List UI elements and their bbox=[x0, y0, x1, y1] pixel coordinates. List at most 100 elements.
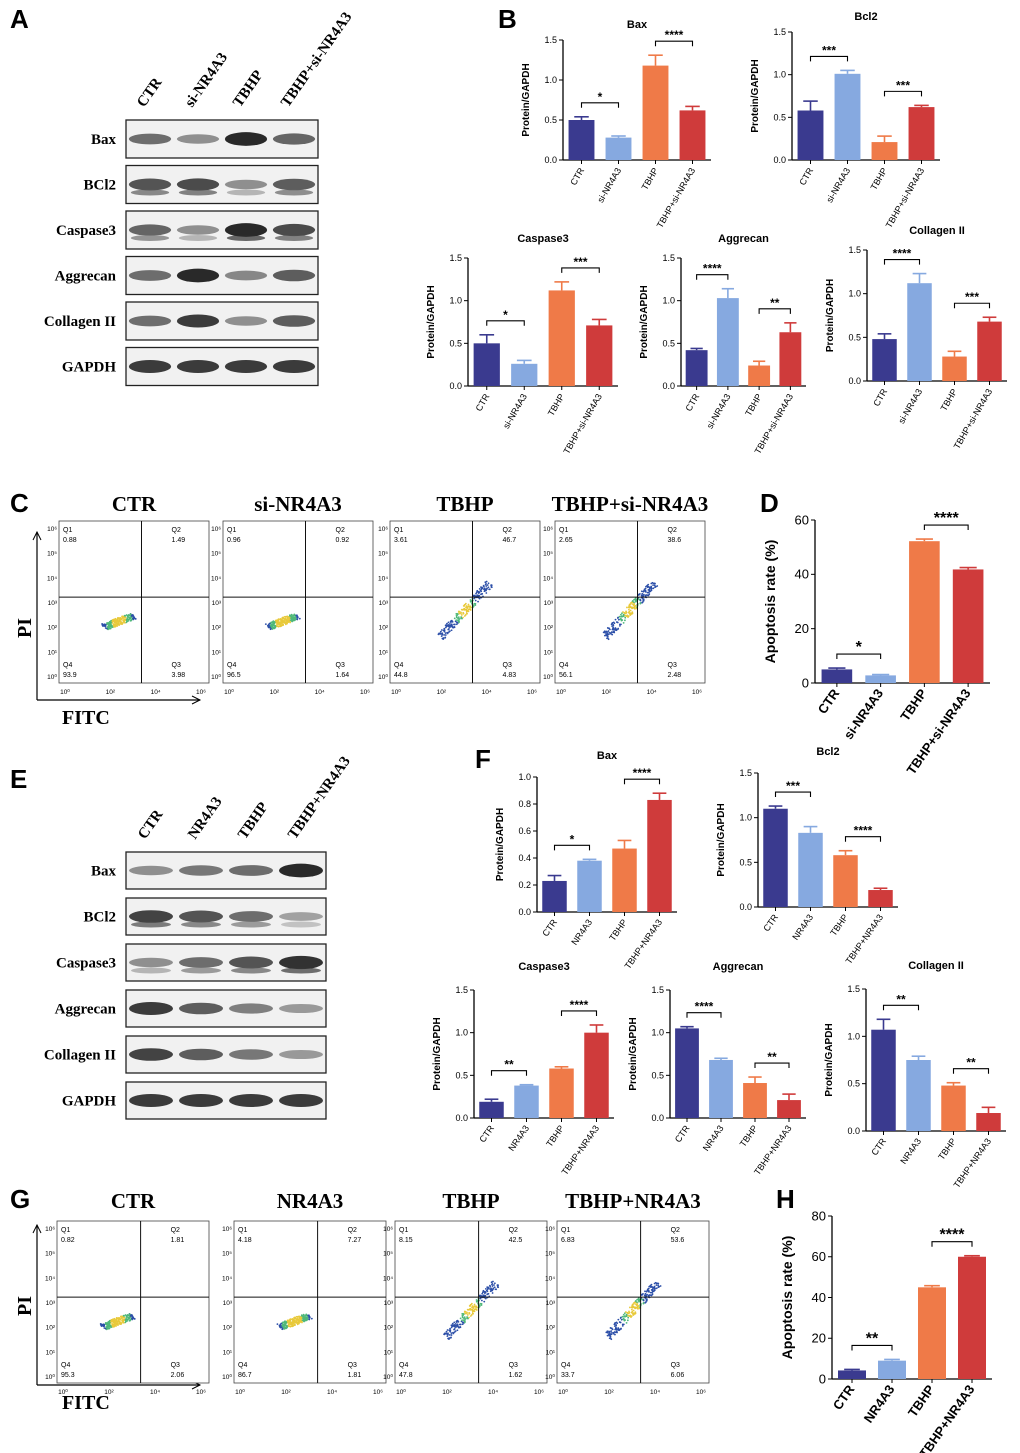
flow-c-q1-value: 2.65 bbox=[559, 537, 573, 544]
chart-f-bcl2-bar-2 bbox=[833, 855, 858, 907]
flow-c-event-dot bbox=[456, 613, 459, 616]
flow-g-y-tick: 10⁶ bbox=[45, 1226, 55, 1233]
flow-c-event-dot bbox=[279, 625, 282, 628]
chart-h-y-tick-label: 20 bbox=[812, 1331, 826, 1346]
flow-g-y-tick: 10¹ bbox=[223, 1349, 233, 1356]
flow-c-event-dot bbox=[444, 636, 447, 639]
flow-g-y-tick: 10² bbox=[223, 1325, 233, 1332]
flow-g-y-tick: 10³ bbox=[546, 1300, 556, 1307]
flow-c-event-dot bbox=[630, 601, 632, 604]
blot-e-band bbox=[279, 955, 323, 970]
chart-h-sig-stars: **** bbox=[940, 1227, 966, 1244]
flow-c-event-dot bbox=[603, 630, 606, 633]
chart-f-bcl2-x-tick-label: TBHP+NR4A3 bbox=[844, 912, 886, 965]
chart-b-bax-y-tick-label: 1.5 bbox=[544, 35, 557, 45]
flow-c-q4-value: 93.9 bbox=[63, 672, 77, 679]
chart-f-bcl2-bar-0 bbox=[763, 808, 788, 907]
flow-g-q4-label: Q4 bbox=[561, 1362, 570, 1369]
flow-g-event-dot bbox=[624, 1315, 627, 1318]
blot-a-row-label: BCl2 bbox=[83, 178, 116, 194]
flow-g-y-tick: 10⁴ bbox=[545, 1275, 555, 1282]
flow-c-event-dot bbox=[628, 604, 631, 607]
chart-b-aggrecan-x-tick-label: si-NR4A3 bbox=[705, 392, 733, 430]
flow-g-event-dot bbox=[445, 1330, 448, 1333]
flow-g-event-dot bbox=[634, 1312, 637, 1315]
flow-c-event-dot bbox=[478, 588, 481, 590]
flow-c-event-dot bbox=[637, 594, 640, 596]
flow-c-plot-title: si-NR4A3 bbox=[254, 492, 342, 516]
chart-f-collagenii-x-tick-label: TBHP+NR4A3 bbox=[952, 1136, 994, 1189]
chart-d-bar-0 bbox=[821, 669, 853, 683]
blot-a-lane-label: TBHP bbox=[230, 68, 267, 111]
flow-c-y-tick: 10¹ bbox=[48, 649, 58, 656]
chart-d-x-tick-label: TBHP bbox=[897, 686, 930, 724]
flow-c-y-tick: 10² bbox=[48, 625, 58, 632]
flow-c-x-tick: 10⁴ bbox=[315, 689, 325, 696]
flow-c-event-dot bbox=[104, 623, 107, 626]
blot-a-band bbox=[128, 178, 172, 191]
flow-c-event-dot bbox=[281, 622, 284, 625]
flow-g-event-dot bbox=[303, 1318, 306, 1321]
chart-b-caspase3-y-tick-label: 1.5 bbox=[449, 253, 462, 263]
chart-f-bax-y-tick-label: 0.0 bbox=[518, 907, 531, 917]
flow-c-q4-value: 56.1 bbox=[559, 672, 573, 679]
flow-g-y-arrowhead bbox=[32, 1223, 42, 1234]
flow-g-event-dot bbox=[463, 1310, 466, 1313]
flow-c-q3-value: 2.48 bbox=[668, 672, 682, 679]
chart-b-bax-title: Bax bbox=[627, 19, 648, 31]
blot-a-band bbox=[272, 360, 316, 373]
flow-g-event-dot bbox=[107, 1320, 110, 1323]
blot-e-band-lower bbox=[181, 967, 221, 974]
flow-g-event-dot bbox=[487, 1292, 490, 1295]
flow-c-event-dot bbox=[484, 583, 487, 586]
chart-b-bcl2-y-tick-label: 1.0 bbox=[773, 70, 786, 80]
chart-b-bcl2-sig-bracket bbox=[809, 55, 849, 62]
flow-g-event-dot bbox=[618, 1329, 621, 1332]
flow-g-event-dot bbox=[481, 1291, 484, 1294]
flow-c-event-dot bbox=[101, 623, 104, 626]
flow-g-event-dot bbox=[484, 1288, 487, 1290]
blot-e-band bbox=[229, 956, 273, 969]
flow-g-event-dot bbox=[124, 1321, 127, 1324]
flow-c-q4-value: 96.5 bbox=[227, 672, 241, 679]
flow-g-event-dot bbox=[646, 1298, 648, 1301]
chart-b-caspase3-y-tick-label: 0.0 bbox=[449, 381, 462, 391]
chart-b-aggrecan-y-tick-label: 0.0 bbox=[662, 381, 675, 391]
chart-d-x-tick-label: si-NR4A3 bbox=[841, 686, 886, 742]
chart-b-bcl2-bar-0 bbox=[797, 110, 824, 160]
flow-g-event-dot bbox=[305, 1314, 308, 1317]
flow-c-event-dot bbox=[442, 637, 445, 639]
blot-e-row-label: Bax bbox=[91, 864, 117, 880]
flow-c-event-dot bbox=[290, 613, 293, 616]
flow-c-scatter-cloud bbox=[101, 612, 137, 631]
flow-c-q4-label: Q4 bbox=[394, 662, 403, 669]
flow-g-y-tick: 10¹ bbox=[46, 1349, 56, 1356]
flow-g-plot-frame bbox=[233, 1220, 387, 1384]
chart-d-y-tick-label: 40 bbox=[795, 567, 809, 582]
flow-c-event-dot bbox=[654, 586, 657, 588]
chart-b-bcl2: Bcl2 0.0 0.5 1.0 1.5 Protein/GAPDH CTR si-NR4A3… bbox=[750, 11, 940, 230]
flow-g-event-dot bbox=[295, 1322, 298, 1324]
flow-c-event-dot bbox=[120, 621, 123, 624]
flow-g-event-dot bbox=[645, 1299, 648, 1302]
flow-g-event-dot bbox=[122, 1318, 124, 1320]
flow-g-event-dot bbox=[484, 1297, 487, 1300]
flow-g-event-dot bbox=[459, 1323, 462, 1326]
blot-e-band bbox=[129, 1002, 173, 1015]
flow-c-event-dot bbox=[640, 590, 643, 593]
flow-c-event-dot bbox=[612, 621, 615, 624]
flow-g-q3-label: Q3 bbox=[348, 1362, 357, 1369]
flow-g-event-dot bbox=[289, 1325, 292, 1328]
flow-g-event-dot bbox=[308, 1318, 311, 1321]
flow-g-event-dot bbox=[308, 1316, 311, 1319]
blot-e-band bbox=[279, 1049, 323, 1060]
flow-g-event-dot bbox=[489, 1284, 491, 1287]
flow-g-y-tick: 10⁶ bbox=[383, 1226, 393, 1233]
flow-g-event-dot bbox=[608, 1334, 611, 1337]
chart-b-caspase3-x-tick-label: si-NR4A3 bbox=[501, 392, 529, 430]
chart-b-caspase3-sig-stars: * bbox=[503, 308, 508, 322]
blot-a-band bbox=[224, 360, 268, 373]
flow-c-event-dot bbox=[624, 619, 626, 622]
flow-c-event-dot bbox=[442, 629, 445, 632]
